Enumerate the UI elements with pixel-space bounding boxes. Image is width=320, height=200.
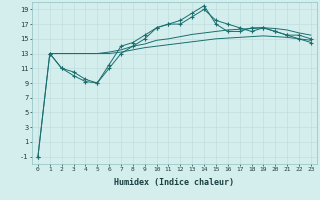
X-axis label: Humidex (Indice chaleur): Humidex (Indice chaleur)	[115, 178, 234, 187]
